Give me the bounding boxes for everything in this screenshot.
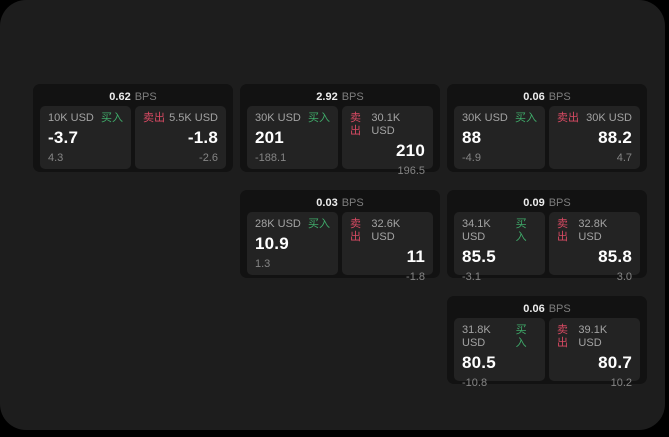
- sell-price: 80.7: [598, 353, 632, 372]
- bps-header: 0.62 BPS: [40, 88, 226, 106]
- bps-value: 2.92: [316, 91, 338, 103]
- bps-header: 0.06 BPS: [454, 300, 640, 318]
- buy-panel[interactable]: 30K USD 买入 88 -4.9: [454, 106, 545, 169]
- quote-card: 0.62 BPS 10K USD 买入 -3.7 4.3 卖出 5.5K USD…: [33, 84, 233, 172]
- buy-price: 85.5: [462, 247, 496, 266]
- bps-unit-label: BPS: [341, 197, 364, 209]
- bps-header: 0.06 BPS: [454, 88, 640, 106]
- bps-value: 0.03: [316, 197, 338, 209]
- buy-price: 80.5: [462, 353, 496, 372]
- sell-sub-value: 196.5: [397, 165, 425, 177]
- buy-amount: 28K USD: [255, 218, 301, 230]
- sell-price: 210: [396, 141, 425, 160]
- bps-value: 0.06: [523, 303, 545, 315]
- buy-panel[interactable]: 31.8K USD 买入 80.5 -10.8: [454, 318, 545, 389]
- buy-label: 买入: [515, 218, 527, 243]
- bps-unit-label: BPS: [134, 91, 157, 103]
- buy-sub-value: -4.9: [462, 152, 481, 164]
- quote-card: 2.92 BPS 30K USD 买入 201 -188.1 卖出 30.1K …: [240, 84, 440, 177]
- quote-card: 0.06 BPS 30K USD 买入 88 -4.9 卖出 30K USD 8…: [447, 84, 647, 172]
- bps-header: 0.09 BPS: [454, 194, 640, 212]
- sell-amount: 32.6K USD: [371, 218, 401, 243]
- sell-panel[interactable]: 卖出 32.8K USD 85.8 3.0: [549, 212, 640, 283]
- bps-value: 0.62: [109, 91, 131, 103]
- buy-label: 买入: [308, 218, 330, 230]
- sell-amount: 30.1K USD: [371, 112, 401, 137]
- sell-panel[interactable]: 卖出 39.1K USD 80.7 10.2: [549, 318, 640, 389]
- buy-amount: 34.1K USD: [462, 218, 491, 243]
- buy-price: 201: [255, 128, 284, 147]
- quote-card: 0.06 BPS 31.8K USD 买入 80.5 -10.8 卖出 39.1…: [447, 296, 647, 389]
- sell-panel[interactable]: 卖出 5.5K USD -1.8 -2.6: [135, 106, 226, 169]
- sell-sub-value: -1.8: [406, 271, 425, 283]
- sell-label: 卖出: [350, 112, 361, 137]
- buy-amount: 30K USD: [255, 112, 301, 124]
- buy-sub-value: 1.3: [255, 258, 271, 270]
- buy-amount: 31.8K USD: [462, 324, 491, 349]
- buy-panel[interactable]: 10K USD 买入 -3.7 4.3: [40, 106, 131, 169]
- bps-unit-label: BPS: [548, 303, 571, 315]
- app-surface: 0.62 BPS 10K USD 买入 -3.7 4.3 卖出 5.5K USD…: [0, 0, 665, 430]
- quote-card: 0.03 BPS 28K USD 买入 10.9 1.3 卖出 32.6K US…: [240, 190, 440, 283]
- bps-unit-label: BPS: [341, 91, 364, 103]
- buy-label: 买入: [101, 112, 123, 124]
- buy-label: 买入: [308, 112, 330, 124]
- buy-sub-value: -3.1: [462, 271, 481, 283]
- buy-label: 买入: [515, 112, 537, 124]
- sell-label: 卖出: [557, 324, 568, 349]
- sell-panel[interactable]: 卖出 30.1K USD 210 196.5: [342, 106, 433, 177]
- sell-price: -1.8: [187, 128, 218, 147]
- buy-amount: 10K USD: [48, 112, 94, 124]
- sell-label: 卖出: [350, 218, 361, 243]
- sell-amount: 39.1K USD: [578, 324, 608, 349]
- quote-card: 0.09 BPS 34.1K USD 买入 85.5 -3.1 卖出 32.8K…: [447, 190, 647, 283]
- sell-sub-value: 10.2: [610, 377, 632, 389]
- bps-header: 2.92 BPS: [247, 88, 433, 106]
- buy-sub-value: -10.8: [462, 377, 488, 389]
- bps-unit-label: BPS: [548, 197, 571, 209]
- sell-sub-value: 3.0: [616, 271, 632, 283]
- buy-panel[interactable]: 30K USD 买入 201 -188.1: [247, 106, 338, 169]
- sell-sub-value: -2.6: [199, 152, 218, 164]
- sell-amount: 32.8K USD: [578, 218, 608, 243]
- sell-amount: 30K USD: [586, 112, 632, 124]
- bps-value: 0.09: [523, 197, 545, 209]
- buy-sub-value: 4.3: [48, 152, 64, 164]
- bps-unit-label: BPS: [548, 91, 571, 103]
- sell-panel[interactable]: 卖出 30K USD 88.2 4.7: [549, 106, 640, 169]
- sell-label: 卖出: [557, 112, 579, 124]
- buy-sub-value: -188.1: [255, 152, 287, 164]
- buy-label: 买入: [515, 324, 527, 349]
- buy-panel[interactable]: 34.1K USD 买入 85.5 -3.1: [454, 212, 545, 283]
- buy-price: 10.9: [255, 234, 289, 253]
- bps-header: 0.03 BPS: [247, 194, 433, 212]
- sell-price: 11: [406, 247, 425, 266]
- sell-sub-value: 4.7: [616, 152, 632, 164]
- sell-label: 卖出: [557, 218, 568, 243]
- buy-amount: 30K USD: [462, 112, 508, 124]
- sell-price: 85.8: [598, 247, 632, 266]
- buy-price: 88: [462, 128, 482, 147]
- sell-amount: 5.5K USD: [169, 112, 218, 124]
- bps-value: 0.06: [523, 91, 545, 103]
- sell-price: 88.2: [598, 128, 632, 147]
- buy-price: -3.7: [48, 128, 79, 147]
- buy-panel[interactable]: 28K USD 买入 10.9 1.3: [247, 212, 338, 275]
- sell-panel[interactable]: 卖出 32.6K USD 11 -1.8: [342, 212, 433, 283]
- sell-label: 卖出: [143, 112, 165, 124]
